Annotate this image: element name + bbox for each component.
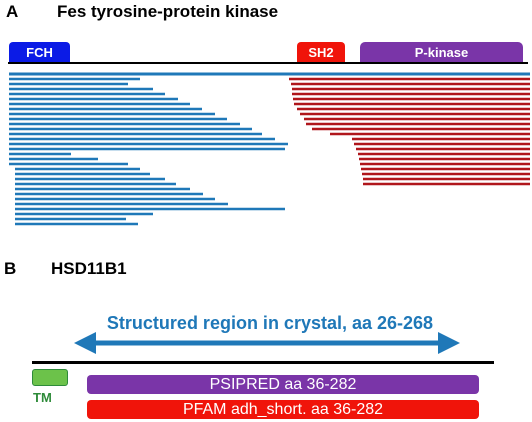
sh2-domain-label: SH2	[308, 44, 334, 60]
structured-region-arrow	[74, 332, 460, 354]
psipred-bar: PSIPRED aa 36-282	[87, 375, 479, 394]
panel-a-title: Fes tyrosine-protein kinase	[57, 2, 279, 21]
protein-axis-b	[32, 361, 494, 364]
sh2-domain: SH2	[297, 42, 345, 62]
panel-a-letter: A	[6, 2, 19, 21]
pkinase-domain: P-kinase	[360, 42, 523, 62]
tm-label: TM	[33, 390, 52, 405]
fch-domain-label: FCH	[26, 44, 53, 60]
pfam-bar: PFAM adh_short. aa 36-282	[87, 400, 479, 419]
fch-domain: FCH	[9, 42, 70, 62]
pfam-label: PFAM adh_short. aa 36-282	[182, 400, 384, 418]
panel-b-title: HSD11B1	[51, 259, 127, 278]
protein-axis-a	[8, 62, 528, 64]
panel-b-letter: B	[4, 259, 17, 278]
sequence-reads-plot	[9, 72, 530, 226]
structured-region-label: Structured region in crystal, aa 26-268	[106, 313, 434, 333]
tm-domain	[32, 369, 68, 386]
psipred-label: PSIPRED aa 36-282	[209, 375, 357, 393]
pkinase-domain-label: P-kinase	[414, 44, 469, 60]
